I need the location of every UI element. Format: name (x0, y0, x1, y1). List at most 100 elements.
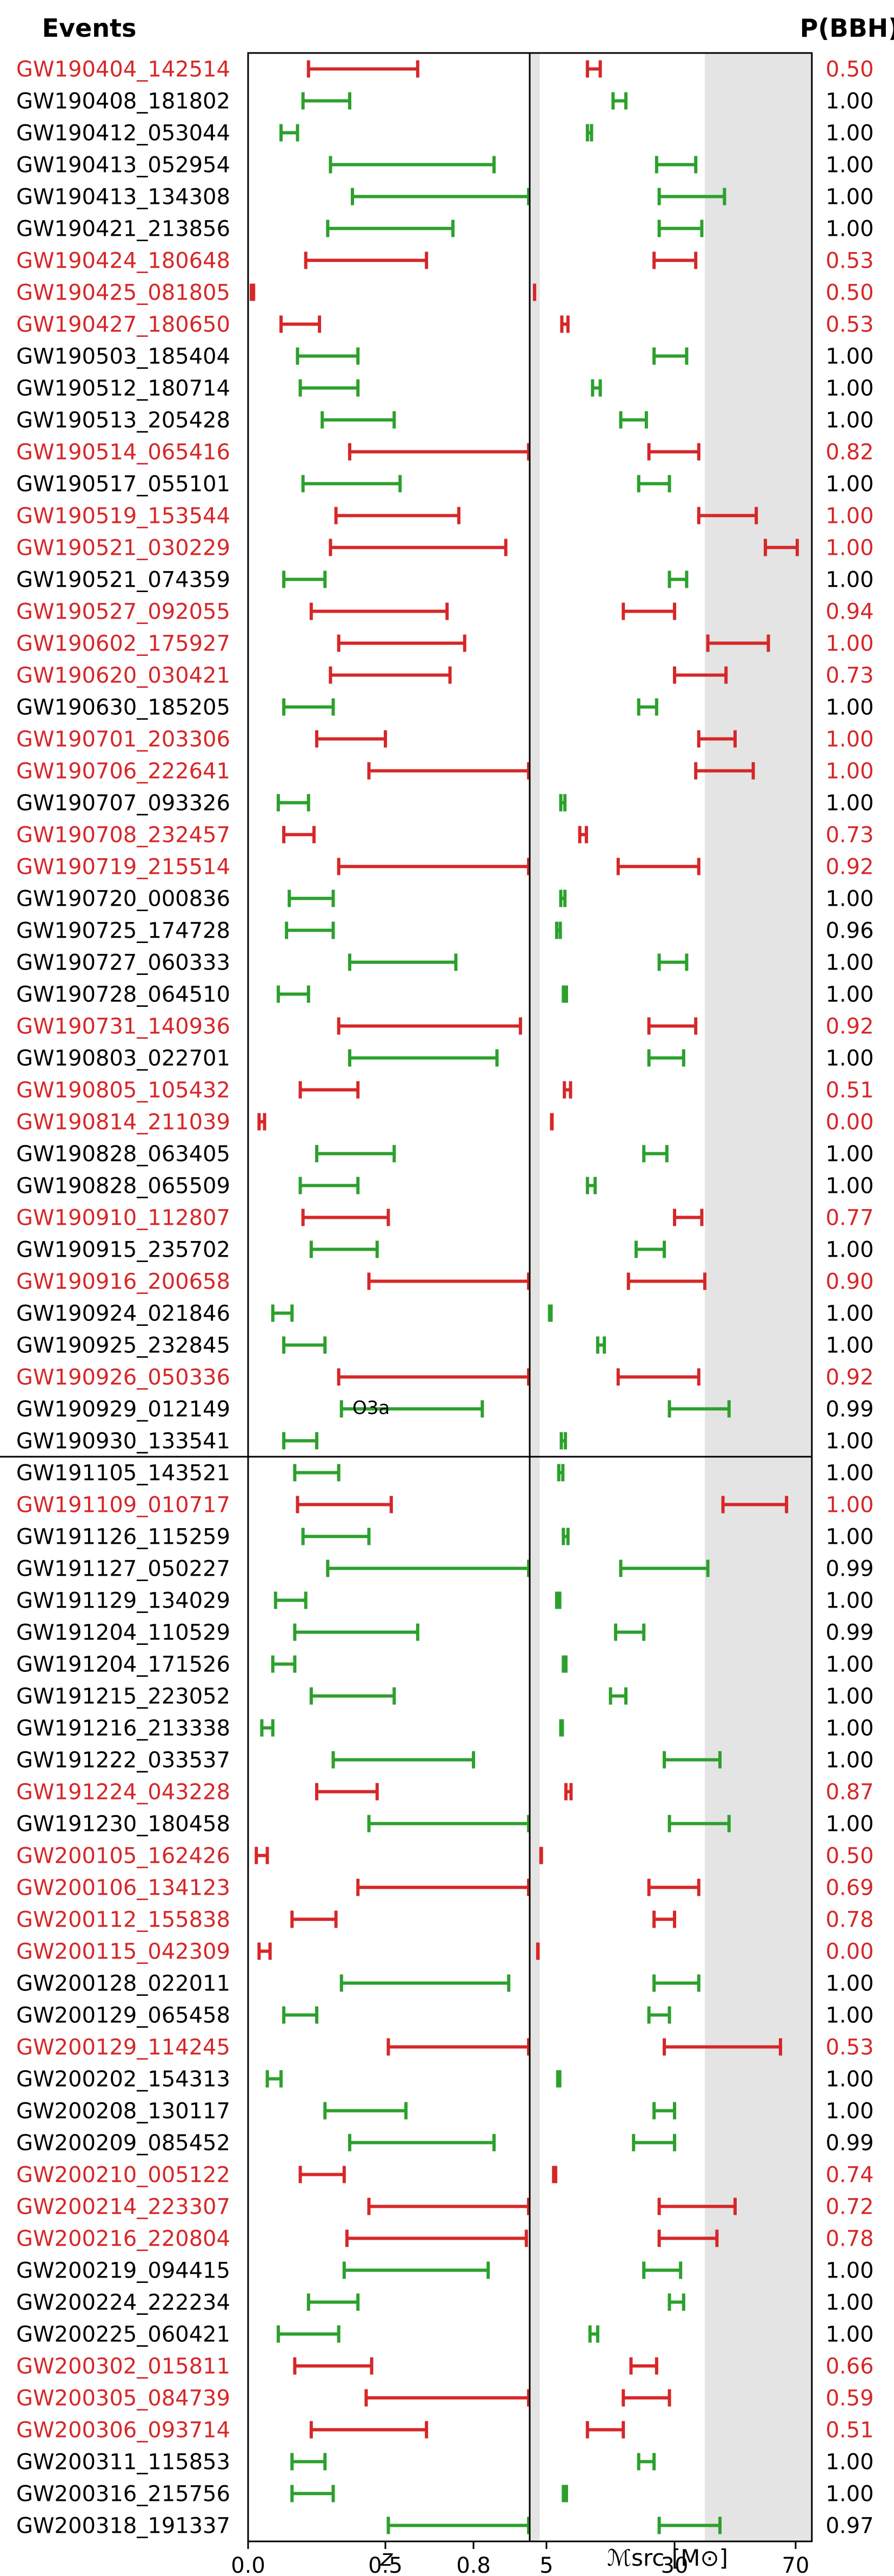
pbbh-value: 1.00 (825, 1461, 873, 1486)
event-name: GW200106_134123 (16, 1876, 230, 1901)
event-row: GW191127_050227 0.99 (16, 1557, 874, 1582)
event-row: GW190521_074359 1.00 (16, 568, 874, 593)
event-name: GW200224_222234 (16, 2290, 230, 2315)
event-name: GW200214_223307 (16, 2195, 230, 2220)
pbbh-value: 1.00 (825, 185, 873, 210)
pbbh-value: 1.00 (825, 472, 873, 497)
event-row: GW190708_232457 0.73 (16, 823, 874, 848)
event-name: GW190930_133541 (16, 1429, 230, 1454)
event-name: GW190803_022701 (16, 1046, 230, 1071)
event-name: GW190404_142514 (16, 57, 230, 82)
event-name: GW190521_030229 (16, 536, 230, 561)
event-row: GW200210_005122 0.74 (16, 2163, 874, 2188)
event-row: GW190413_052954 1.00 (16, 153, 874, 178)
event-name: GW190708_232457 (16, 823, 230, 848)
pbbh-value: 1.00 (825, 1174, 873, 1199)
event-row: GW200105_162426 0.50 (16, 1844, 874, 1869)
event-row: GW190620_030421 0.73 (16, 663, 874, 688)
pbbh-value: 0.00 (825, 1940, 873, 1964)
pbbh-value: 0.73 (825, 823, 873, 848)
event-row: GW191126_115259 1.00 (16, 1525, 874, 1550)
pbbh-value: 1.00 (825, 2450, 873, 2475)
event-row: GW191222_033537 1.00 (16, 1748, 874, 1773)
pbbh-value: 0.53 (825, 313, 873, 337)
event-name: GW190521_074359 (16, 568, 230, 593)
event-row: GW190517_055101 1.00 (16, 472, 874, 497)
event-name: GW190408_181802 (16, 89, 230, 114)
event-name: GW190727_060333 (16, 951, 230, 975)
event-name: GW200318_191337 (16, 2514, 230, 2539)
event-row: GW190926_050336 0.92 (16, 1365, 874, 1390)
event-name: GW190630_185205 (16, 695, 230, 720)
event-row: GW190421_213856 1.00 (16, 217, 874, 242)
pbbh-value: 1.00 (825, 1493, 873, 1518)
event-row: GW200106_134123 0.69 (16, 1876, 874, 1901)
event-name: GW190828_063405 (16, 1142, 230, 1167)
event-name: GW190427_180650 (16, 313, 230, 337)
event-name: GW190706_222641 (16, 759, 230, 784)
z-tick-label: 0.5 (368, 2553, 403, 2576)
event-name: GW190413_134308 (16, 185, 230, 210)
event-name: GW190620_030421 (16, 663, 230, 688)
pbbh-value: 0.51 (825, 1078, 873, 1103)
event-name: GW191224_043228 (16, 1780, 230, 1805)
event-row: GW190427_180650 0.53 (16, 313, 874, 337)
event-row: GW190719_215514 0.92 (16, 855, 874, 880)
plot-background (530, 53, 812, 2541)
pbbh-value: 0.92 (825, 1014, 873, 1039)
pbbh-value: 0.99 (825, 1557, 873, 1582)
mass-tick-label: 5 (539, 2553, 553, 2576)
event-name: GW191127_050227 (16, 1557, 230, 1582)
pbbh-value: 1.00 (825, 1429, 873, 1454)
event-row: GW190930_133541 1.00 (16, 1429, 874, 1454)
pbbh-value: 1.00 (825, 727, 873, 752)
run-label-o3a: O3a (352, 1397, 390, 1419)
event-name: GW190725_174728 (16, 919, 230, 944)
event-name: GW191222_033537 (16, 1748, 230, 1773)
event-row: GW190924_021846 1.00 (16, 1302, 874, 1326)
pbbh-value: 1.00 (825, 2290, 873, 2315)
event-name: GW191216_213338 (16, 1716, 230, 1741)
event-name: GW190514_065416 (16, 440, 230, 465)
event-name: GW200105_162426 (16, 1844, 230, 1869)
event-row: GW200311_115853 1.00 (16, 2450, 874, 2475)
event-row: GW190720_000836 1.00 (16, 887, 874, 912)
event-name: GW190731_140936 (16, 1014, 230, 1039)
z-tick-label: 0.0 (231, 2553, 265, 2576)
pbbh-value: 1.00 (825, 504, 873, 529)
event-name: GW191230_180458 (16, 1812, 230, 1837)
event-row: GW191216_213338 1.00 (16, 1716, 874, 1741)
event-row: GW190521_030229 1.00 (16, 536, 874, 561)
event-name: GW200209_085452 (16, 2131, 230, 2156)
pbbh-value: 1.00 (825, 217, 873, 242)
event-row: GW190707_093326 1.00 (16, 791, 874, 816)
pbbh-value: 1.00 (825, 1716, 873, 1741)
pbbh-value: 1.00 (825, 568, 873, 593)
event-row: GW200302_015811 0.66 (16, 2354, 874, 2379)
pbbh-value: 0.92 (825, 855, 873, 880)
pbbh-value: 0.53 (825, 249, 873, 274)
pbbh-value: 0.97 (825, 2514, 873, 2539)
event-name: GW190720_000836 (16, 887, 230, 912)
x-axis-label-chirp-mass: ℳsrc [M⊙] (607, 2545, 728, 2571)
pbbh-value: 1.00 (825, 344, 873, 369)
event-name: GW191215_223052 (16, 1684, 230, 1709)
event-name: GW190701_203306 (16, 727, 230, 752)
event-name: GW191204_171526 (16, 1652, 230, 1677)
event-row: GW191109_010717 1.00 (16, 1493, 874, 1518)
pbbh-value: 0.99 (825, 2131, 873, 2156)
event-name: GW190719_215514 (16, 855, 230, 880)
event-name: GW200128_022011 (16, 1971, 230, 1996)
event-name: GW200316_215756 (16, 2482, 230, 2507)
shade-high-mass-region (705, 53, 812, 2541)
event-row: GW190731_140936 0.92 (16, 1014, 874, 1039)
pbbh-value: 1.00 (825, 1238, 873, 1263)
event-name: GW190916_200658 (16, 1270, 230, 1294)
x-axis-label-z: z (380, 2545, 393, 2571)
pbbh-value: 0.87 (825, 1780, 873, 1805)
pbbh-value: 0.72 (825, 2195, 873, 2220)
event-row: GW200216_220804 0.78 (16, 2227, 874, 2252)
event-name: GW191204_110529 (16, 1621, 230, 1645)
